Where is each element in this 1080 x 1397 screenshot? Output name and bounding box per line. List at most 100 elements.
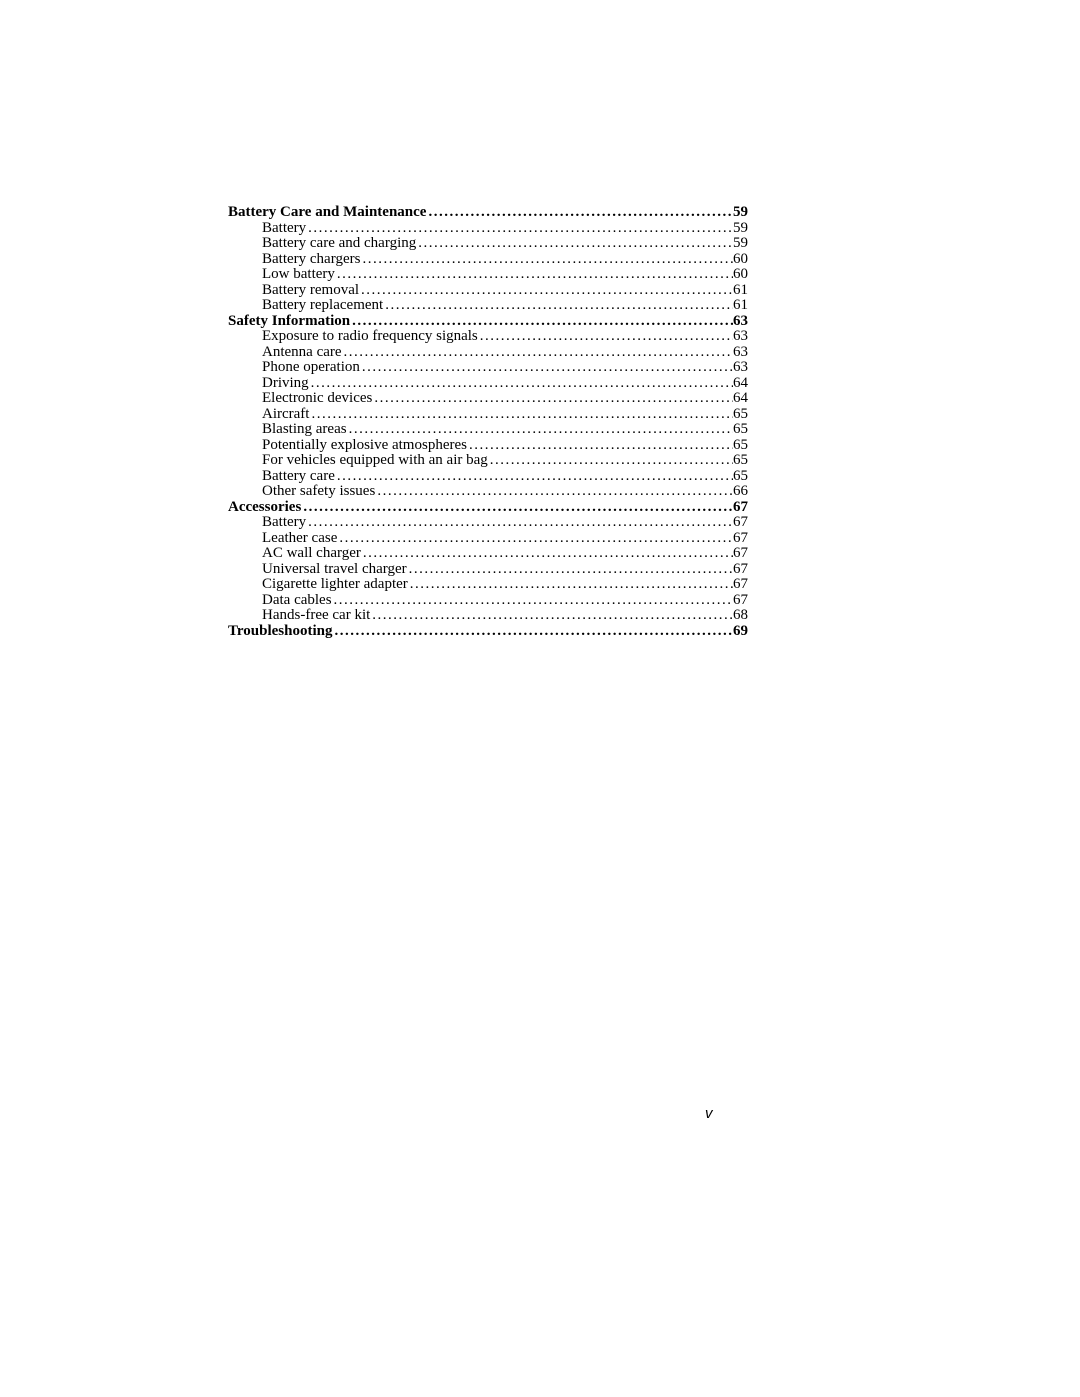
toc-item-row: Cigarette lighter adapter 67 (262, 577, 748, 592)
toc-leader-dots (306, 515, 733, 530)
toc-leader-dots (332, 624, 733, 639)
toc-page-ref: 60 (733, 252, 748, 267)
toc-section-label: Troubleshooting (228, 624, 332, 639)
toc-item-label: Battery (262, 221, 306, 236)
toc-item-row: Hands-free car kit 68 (262, 608, 748, 623)
toc-page-ref: 61 (733, 283, 748, 298)
toc-section-label: Accessories (228, 500, 301, 515)
toc-section-row: Troubleshooting 69 (228, 624, 748, 639)
toc-item-row: For vehicles equipped with an air bag 65 (262, 453, 748, 468)
toc-page-ref: 65 (733, 469, 748, 484)
toc-page-ref: 65 (733, 407, 748, 422)
toc-leader-dots (350, 314, 733, 329)
toc-container: Battery Care and Maintenance 59Battery 5… (228, 205, 748, 639)
toc-item-label: Battery care (262, 469, 335, 484)
toc-item-row: AC wall charger 67 (262, 546, 748, 561)
page-number: v (705, 1105, 713, 1122)
toc-leader-dots (335, 267, 733, 282)
toc-item-row: Battery chargers 60 (262, 252, 748, 267)
toc-page-ref: 67 (733, 546, 748, 561)
toc-leader-dots (335, 469, 733, 484)
toc-item-row: Aircraft 65 (262, 407, 748, 422)
toc-page-ref: 68 (733, 608, 748, 623)
toc-page-ref: 67 (733, 577, 748, 592)
toc-page-ref: 69 (733, 624, 748, 639)
toc-leader-dots (416, 236, 733, 251)
toc-leader-dots (370, 608, 733, 623)
toc-section-row: Accessories 67 (228, 500, 748, 515)
toc-item-row: Blasting areas 65 (262, 422, 748, 437)
toc-item-label: AC wall charger (262, 546, 361, 561)
toc-leader-dots (426, 205, 733, 220)
toc-leader-dots (360, 360, 733, 375)
toc-page-ref: 60 (733, 267, 748, 282)
toc-item-row: Other safety issues 66 (262, 484, 748, 499)
toc-leader-dots (375, 484, 733, 499)
toc-page-ref: 64 (733, 376, 748, 391)
toc-item-row: Data cables 67 (262, 593, 748, 608)
toc-page-ref: 63 (733, 345, 748, 360)
toc-leader-dots (309, 407, 733, 422)
toc-page-ref: 63 (733, 329, 748, 344)
toc-section-label: Battery Care and Maintenance (228, 205, 426, 220)
toc-item-label: Battery care and charging (262, 236, 416, 251)
toc-leader-dots (372, 391, 733, 406)
toc-item-label: Data cables (262, 593, 332, 608)
toc-page-ref: 67 (733, 531, 748, 546)
toc-item-label: Aircraft (262, 407, 309, 422)
toc-item-row: Battery removal 61 (262, 283, 748, 298)
toc-item-label: Potentially explosive atmospheres (262, 438, 467, 453)
toc-leader-dots (478, 329, 733, 344)
toc-page-ref: 59 (733, 236, 748, 251)
toc-page-ref: 67 (733, 500, 748, 515)
toc-leader-dots (408, 577, 733, 592)
toc-page-ref: 65 (733, 453, 748, 468)
toc-leader-dots (347, 422, 733, 437)
toc-leader-dots (488, 453, 733, 468)
toc-item-row: Driving 64 (262, 376, 748, 391)
toc-item-row: Phone operation 63 (262, 360, 748, 375)
toc-item-label: Battery chargers (262, 252, 360, 267)
toc-page-ref: 59 (733, 221, 748, 236)
toc-item-row: Battery replacement 61 (262, 298, 748, 313)
toc-item-row: Universal travel charger 67 (262, 562, 748, 577)
toc-leader-dots (342, 345, 733, 360)
toc-leader-dots (332, 593, 733, 608)
toc-item-label: Electronic devices (262, 391, 372, 406)
toc-item-row: Battery 59 (262, 221, 748, 236)
toc-page-ref: 67 (733, 515, 748, 530)
toc-item-label: For vehicles equipped with an air bag (262, 453, 488, 468)
toc-item-row: Exposure to radio frequency signals 63 (262, 329, 748, 344)
toc-item-row: Leather case 67 (262, 531, 748, 546)
toc-page-ref: 63 (733, 314, 748, 329)
toc-section-row: Battery Care and Maintenance 59 (228, 205, 748, 220)
toc-item-label: Exposure to radio frequency signals (262, 329, 478, 344)
toc-item-row: Battery care 65 (262, 469, 748, 484)
toc-item-row: Battery 67 (262, 515, 748, 530)
toc-item-label: Universal travel charger (262, 562, 407, 577)
toc-leader-dots (361, 546, 733, 561)
toc-leader-dots (467, 438, 733, 453)
toc-item-label: Hands-free car kit (262, 608, 370, 623)
toc-page-ref: 65 (733, 438, 748, 453)
toc-item-label: Low battery (262, 267, 335, 282)
toc-leader-dots (359, 283, 733, 298)
toc-leader-dots (301, 500, 733, 515)
toc-page-ref: 61 (733, 298, 748, 313)
toc-leader-dots (306, 221, 733, 236)
toc-page-ref: 64 (733, 391, 748, 406)
toc-page-ref: 67 (733, 593, 748, 608)
toc-page-ref: 59 (733, 205, 748, 220)
toc-leader-dots (337, 531, 733, 546)
toc-item-row: Potentially explosive atmospheres 65 (262, 438, 748, 453)
toc-section-label: Safety Information (228, 314, 350, 329)
toc-item-label: Battery replacement (262, 298, 383, 313)
toc-page-ref: 66 (733, 484, 748, 499)
toc-item-label: Antenna care (262, 345, 342, 360)
toc-leader-dots (309, 376, 733, 391)
toc-section-row: Safety Information 63 (228, 314, 748, 329)
toc-item-label: Battery (262, 515, 306, 530)
toc-item-row: Antenna care 63 (262, 345, 748, 360)
toc-leader-dots (407, 562, 733, 577)
toc-leader-dots (383, 298, 733, 313)
